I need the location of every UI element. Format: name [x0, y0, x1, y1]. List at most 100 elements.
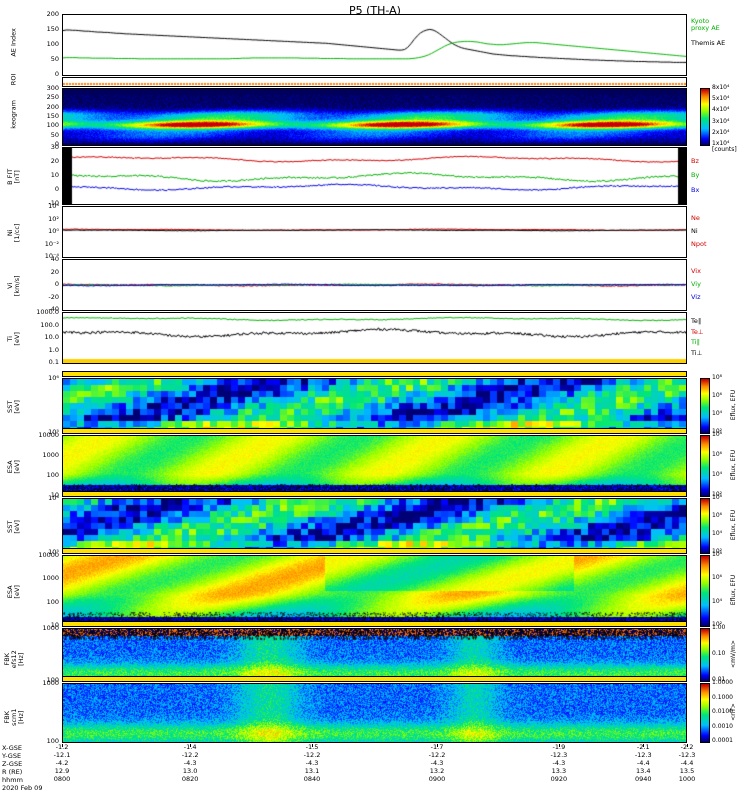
xaxis-ticklabel: 13.0: [182, 767, 198, 775]
esa-1-colorbar-tick: 10⁴: [712, 471, 723, 478]
panel-sst-1: [62, 378, 687, 434]
panel-ti-ytick: 0.1: [48, 358, 59, 366]
panel-fbk-b-ytick: 1000: [42, 679, 59, 687]
panel-b-fit: [62, 147, 687, 205]
keogram-colorbar-unit: [counts]: [712, 146, 737, 153]
panel-esa-2: [62, 555, 687, 627]
sst-2-colorbar-tick: 10⁶: [712, 512, 723, 519]
panel-sst-1-plot: [63, 379, 686, 433]
xaxis-ticklabel: 0940: [634, 775, 652, 783]
page-title: P5 (TH-A): [349, 4, 401, 17]
panel-vi-legend-Vix: Vix: [691, 267, 701, 275]
xaxis-ticklabel: 12.9: [54, 767, 70, 775]
xaxis-ticklabel: 0820: [181, 775, 199, 783]
panel-vi-ytick: 20: [50, 267, 59, 276]
xaxis-tickmark: [437, 744, 438, 747]
esa-1-colorbar-tick: 10⁸: [712, 431, 723, 438]
panel-esa-2-ytick: 100: [46, 597, 59, 606]
panel-ae-index-plot: [63, 15, 686, 75]
xaxis-ticklabel: -1.5: [305, 743, 319, 751]
keogram-colorbar-tick: 8x10⁴: [712, 84, 730, 91]
keogram-colorbar-tick: 2x10⁴: [712, 128, 730, 136]
panel-ti-ylabel: Ti [eV]: [6, 332, 21, 346]
panel-fbk-b-ytick: 100: [46, 737, 59, 745]
xaxis-ticklabel: -4.3: [305, 759, 319, 767]
panel-ni: [62, 206, 687, 258]
panel-esa-2-ytick: 10000: [38, 551, 59, 559]
xaxis-ticklabel: -4.3: [183, 759, 197, 767]
panel-ti-legend-Ti∥: Ti∥: [691, 338, 700, 347]
panel-fbk-e: [62, 628, 687, 682]
xaxis-ticklabel: -12.3: [550, 751, 568, 759]
panel-esa-2-ytick: 1000: [42, 574, 59, 583]
fbk-e-colorbar: [700, 628, 710, 682]
panel-fbk-b-plot: [63, 684, 686, 742]
panel-ni-ytick: 10²: [48, 214, 59, 223]
xaxis-tickmark: [558, 744, 560, 747]
panel-separator: [62, 621, 687, 627]
fbk-b-colorbar-tick: 0.0010: [712, 722, 733, 730]
esa-1-colorbar: [700, 435, 710, 497]
xaxis-ticklabel: 0800: [53, 775, 71, 783]
panel-ae-index-ytick: 50: [50, 55, 59, 63]
panel-vi-ytick: -40: [48, 305, 59, 313]
xaxis-ticklabel: 0840: [303, 775, 321, 783]
panel-sst-2-ytick: 10⁵: [48, 548, 59, 556]
panel-ae-index-ytick: 150: [46, 25, 59, 33]
panel-vi-ytick: 40: [50, 255, 59, 263]
keogram-colorbar: [700, 88, 710, 146]
sst-1-colorbar-tick: 10⁴: [712, 410, 723, 417]
panel-sst-2: [62, 498, 687, 554]
sst-2-colorbar: [700, 498, 710, 554]
panel-sst-2-ytick: 10⁶: [48, 494, 59, 502]
panel-keogram-ytick: 150: [46, 112, 59, 120]
panel-ae-index-ytick: 100: [46, 40, 59, 48]
sst-2-colorbar-tick: 10⁴: [712, 530, 723, 537]
xaxis-ticklabel: 13.1: [304, 767, 320, 775]
keogram-colorbar-tick: 5x10⁴: [712, 95, 730, 103]
esa-2-colorbar-tick: 10⁴: [712, 597, 723, 605]
panel-esa-1-plot: [63, 436, 686, 496]
xaxis-rowlabel: Y-GSE: [2, 752, 22, 760]
xaxis-ticklabel: -4.3: [430, 759, 444, 767]
panel-vi-ytick: 0: [54, 280, 59, 288]
panel-sst-1-ytick: 10⁵: [48, 428, 59, 436]
panel-keogram-ytick: 0: [54, 140, 59, 148]
panel-b-fit-ytick: -10: [48, 199, 59, 207]
panel-b-fit-ytick: 10: [50, 171, 59, 179]
xaxis-ticklabel: -12.2: [428, 751, 446, 759]
xaxis-ticklabel: 13.3: [551, 767, 567, 775]
panel-ni-plot: [63, 207, 686, 257]
panel-esa-1-ytick: 100: [46, 471, 59, 479]
panel-sst-1-ytick: 10⁶: [48, 374, 59, 382]
fbk-e-colorbar-tick: 0.01: [712, 676, 726, 683]
x-axis: X-GSE Y-GSE Z-GSE R (RE) hhmm 2020 Feb 09 -1.2…: [0, 744, 750, 800]
esa-2-colorbar-tick: 10⁶: [712, 574, 723, 582]
panel-ae-index: [62, 14, 687, 76]
xaxis-rowlabel: 2020 Feb 09: [2, 784, 43, 792]
xaxis-ticklabel: 13.2: [429, 767, 445, 775]
xaxis-ticklabel: -1.7: [430, 743, 444, 751]
xaxis-ticklabel: -4.4: [680, 759, 694, 767]
panel-roi-plot: [63, 78, 686, 86]
xaxis-tickmark: [312, 744, 313, 747]
panel-keogram-plot: [63, 89, 686, 145]
esa-2-colorbar: [700, 555, 710, 627]
panel-vi: [62, 259, 687, 311]
xaxis-ticklabel: 13.4: [636, 767, 651, 775]
fbk-b-colorbar-tick: 1.0000: [712, 679, 733, 686]
panel-ae-index-legend: Themis AE: [691, 39, 726, 47]
panel-esa-1-ytick: 10: [50, 491, 59, 499]
fbk-b-colorbar-tick: 0.0001: [712, 737, 733, 744]
panel-fbk-e-plot: [63, 629, 686, 681]
panel-esa-1-ytick: 1000: [42, 451, 59, 459]
xaxis-rowlabel: R (RE): [2, 768, 23, 776]
keogram-colorbar-tick: 1x10⁴: [712, 140, 730, 147]
panel-vi-plot: [63, 260, 686, 310]
panel-ti-legend-Te⊥: Te⊥: [691, 327, 704, 336]
panel-ti-ytick: 100.0: [40, 320, 59, 329]
keogram-colorbar-tick: 4x10⁴: [712, 106, 730, 114]
panel-ni-legend-Ne: Ne: [691, 214, 700, 222]
panel-separator: [62, 548, 687, 554]
panel-fbk-e-ytick: 100: [46, 676, 59, 684]
